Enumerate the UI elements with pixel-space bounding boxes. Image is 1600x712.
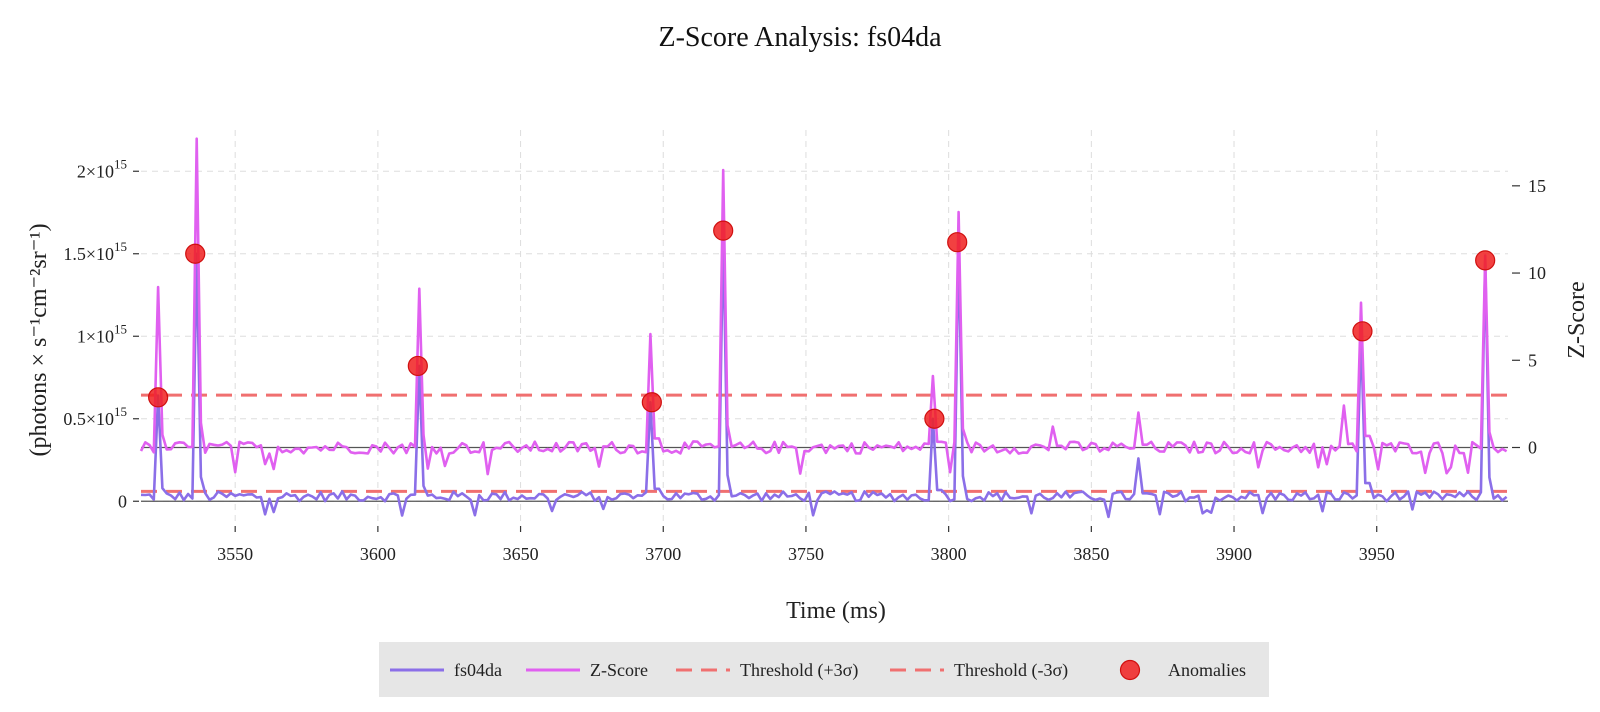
x-axis: 3550 3600 3650 3700 3750 3800 3850 3900 3950 — [217, 526, 1395, 564]
y-axis-right: 0 5 10 15 — [1512, 176, 1546, 457]
anomaly-marker — [1352, 321, 1373, 342]
legend-label: fs04da — [454, 660, 502, 680]
anomaly-marker — [1475, 250, 1496, 271]
grid — [141, 130, 1508, 526]
y2-tick-label: 0 — [1528, 437, 1537, 457]
x-tick-label: 3900 — [1216, 544, 1252, 564]
anomaly-marker — [947, 232, 968, 253]
y-tick-label: 0 — [118, 491, 127, 511]
legend-label: Anomalies — [1168, 660, 1246, 680]
series-line-fs04da — [140, 229, 1508, 519]
x-tick-label: 3850 — [1073, 544, 1109, 564]
chart-title: Z-Score Analysis: fs04da — [658, 22, 942, 53]
anomaly-marker — [924, 408, 945, 429]
legend: fs04da Z-Score Threshold (+3σ) Threshold (-… — [379, 642, 1269, 697]
anomaly-marker — [641, 392, 662, 413]
x-tick-label: 3650 — [503, 544, 539, 564]
x-tick-label: 3600 — [360, 544, 396, 564]
y-axis-left: 0 0.5×1015 1×1015 1.5×1015 2×1015 — [63, 156, 139, 511]
y-axis-label: (photons × s⁻¹cm⁻²sr⁻¹) — [26, 223, 52, 456]
x-tick-label: 3550 — [217, 544, 253, 564]
legend-label: Threshold (+3σ) — [740, 660, 858, 681]
y2-tick-label: 10 — [1528, 263, 1546, 283]
x-tick-label: 3800 — [931, 544, 967, 564]
anomaly-marker — [407, 355, 428, 377]
x-tick-label: 3700 — [645, 544, 681, 564]
y-tick-label: 1.5×1015 — [63, 239, 127, 264]
legend-label: Z-Score — [590, 660, 648, 680]
anomaly-marker — [185, 243, 206, 264]
y-tick-label: 0.5×1015 — [63, 404, 127, 429]
y2-tick-label: 5 — [1528, 350, 1537, 370]
anomaly-marker — [713, 220, 734, 241]
threshold-lines — [141, 393, 1508, 493]
series-line-z-score — [139, 137, 1508, 476]
y2-tick-label: 15 — [1528, 176, 1546, 196]
x-axis-label: Time (ms) — [786, 598, 886, 624]
anomaly-marker — [148, 387, 169, 408]
series-lines — [139, 137, 1508, 519]
y2-axis-label: Z-Score — [1564, 281, 1590, 358]
legend-label: Threshold (-3σ) — [954, 660, 1068, 681]
y-tick-label: 1×1015 — [77, 321, 127, 346]
legend-swatch — [1119, 659, 1141, 681]
y-tick-label: 2×1015 — [77, 156, 127, 181]
x-tick-label: 3950 — [1359, 544, 1395, 564]
anomaly-markers — [148, 220, 1496, 429]
x-tick-label: 3750 — [788, 544, 824, 564]
